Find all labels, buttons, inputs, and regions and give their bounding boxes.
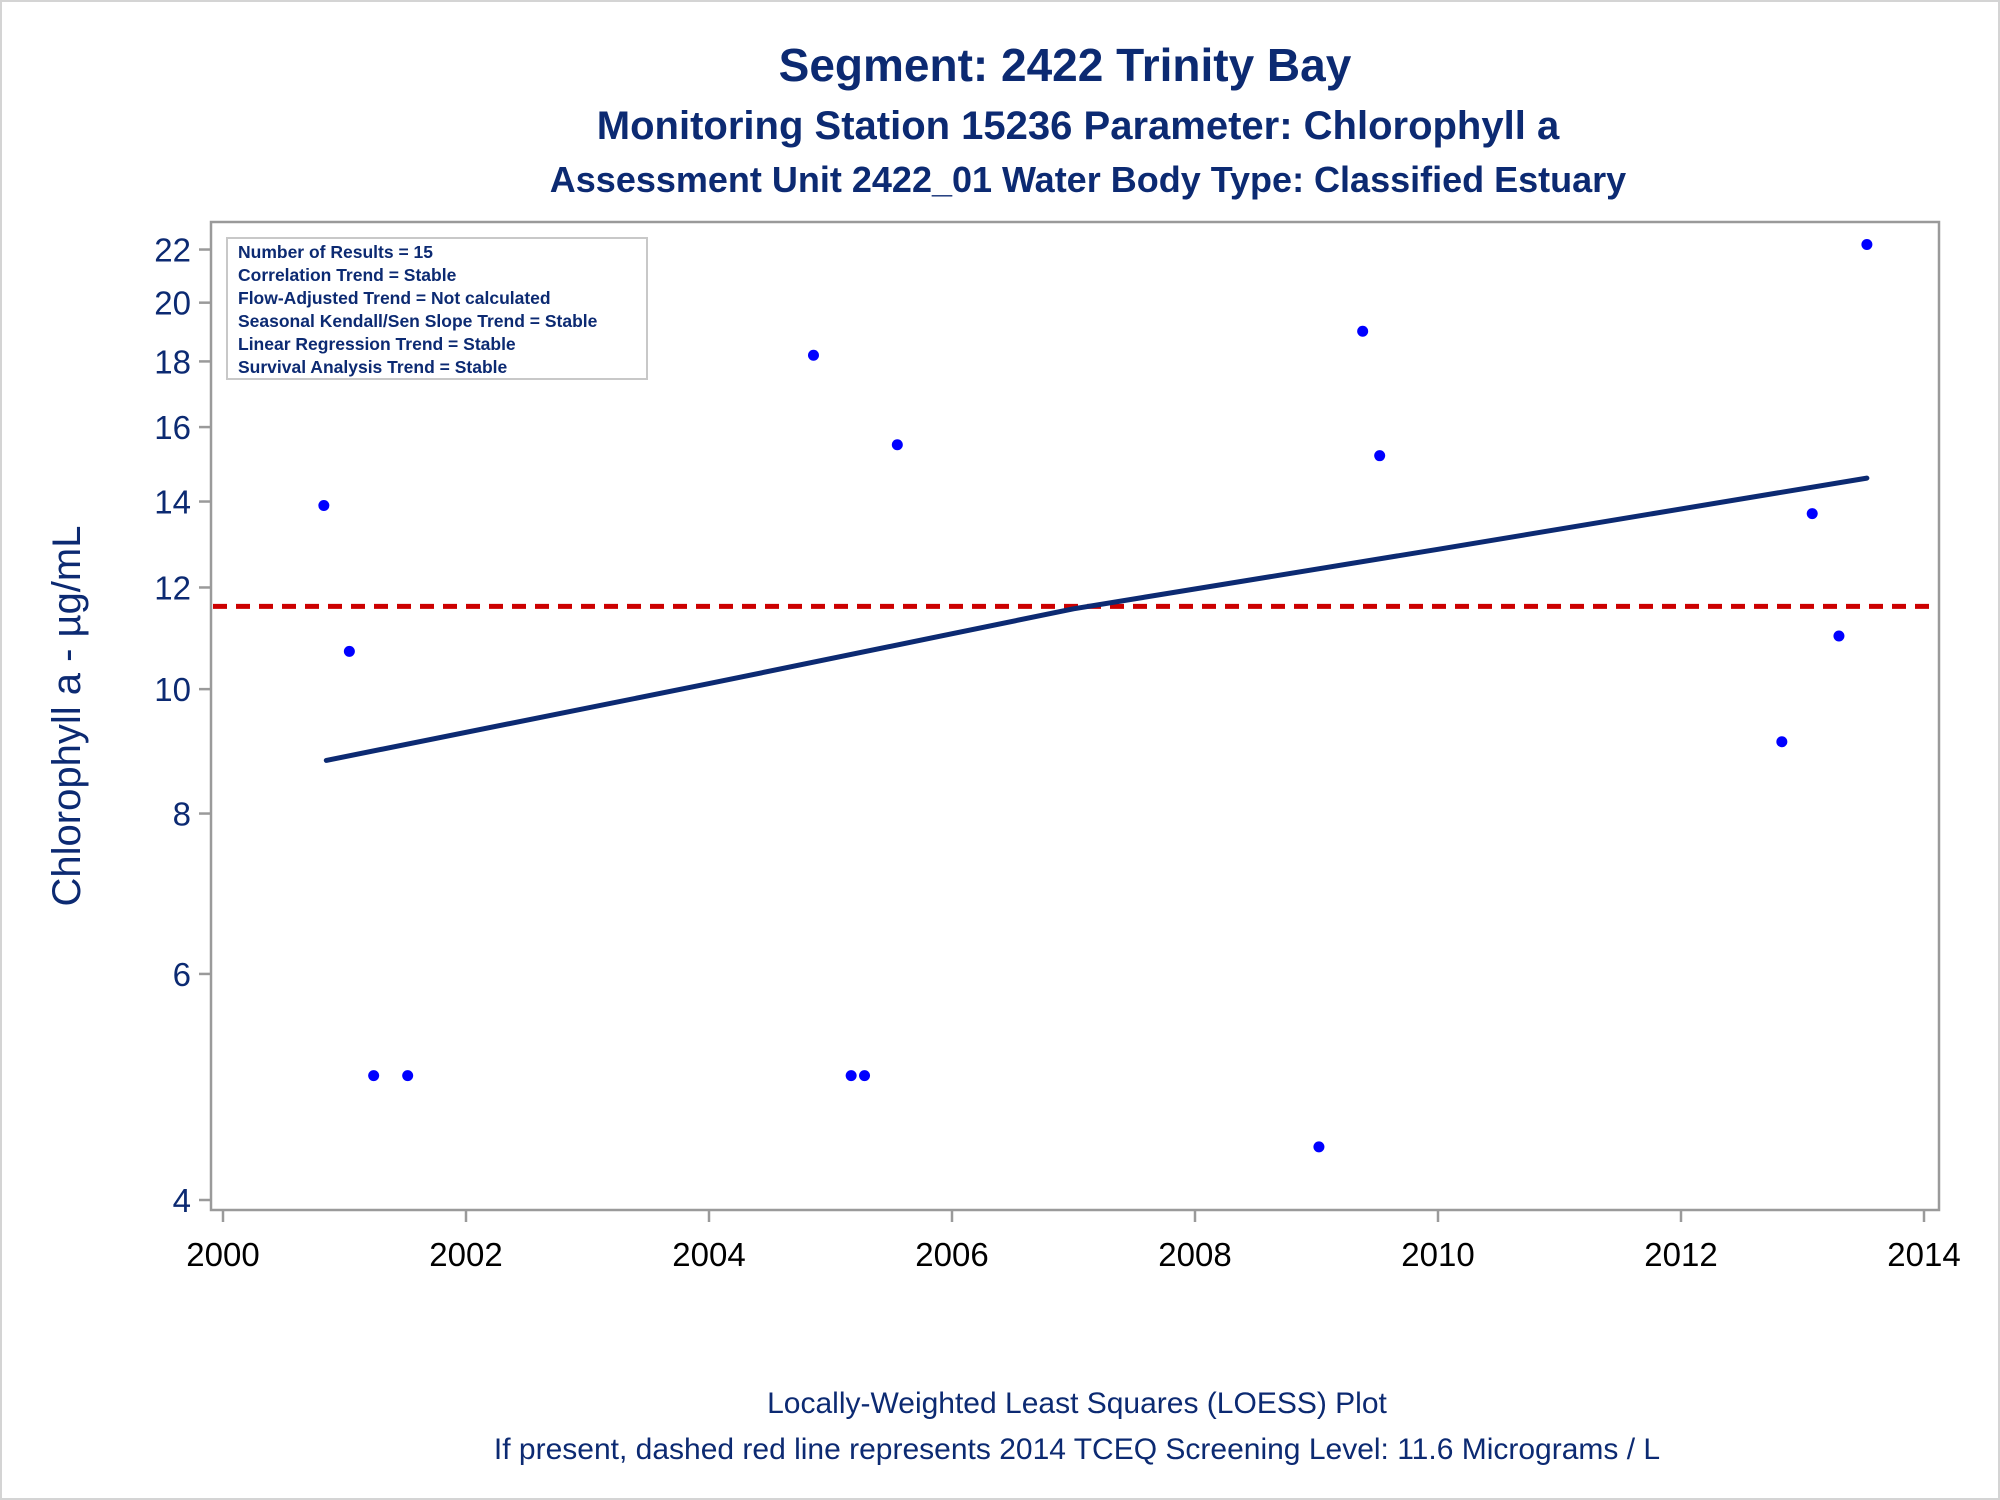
y-tick-label: 18 <box>154 343 191 380</box>
y-tick-label: 20 <box>154 285 191 322</box>
y-tick-label: 14 <box>154 484 191 521</box>
stats-box-border <box>226 237 648 380</box>
y-tick-label: 4 <box>173 1182 191 1219</box>
footnote-1: Locally-Weighted Least Squares (LOESS) P… <box>767 1387 1387 1420</box>
stat-correlation-trend: Correlation Trend = Stable <box>238 265 457 285</box>
stats-box: Number of Results = 15 Correlation Trend… <box>226 237 648 380</box>
data-point <box>368 1070 380 1082</box>
footnote-2: If present, dashed red line represents 2… <box>494 1433 1660 1466</box>
plot-area <box>209 220 1941 1212</box>
chart-subtitle: Monitoring Station 15236 Parameter: Chlo… <box>597 104 1560 148</box>
data-point <box>807 349 819 361</box>
y-tick-label: 10 <box>154 671 191 708</box>
data-point <box>1357 325 1369 337</box>
chart-title: Segment: 2422 Trinity Bay <box>779 39 1352 91</box>
data-point <box>1313 1141 1325 1153</box>
data-point <box>402 1070 414 1082</box>
trend-line <box>323 475 1870 763</box>
data-points <box>318 238 1873 1153</box>
data-point <box>318 500 330 512</box>
x-tick-label: 2004 <box>672 1236 745 1273</box>
data-point <box>859 1070 871 1082</box>
x-tick-label: 2012 <box>1644 1236 1717 1273</box>
y-tick-label: 22 <box>154 232 191 269</box>
stat-flow-adjusted-trend: Flow-Adjusted Trend = Not calculated <box>238 288 551 308</box>
data-point <box>1806 508 1818 520</box>
data-point <box>845 1070 857 1082</box>
x-tick-label: 2002 <box>429 1236 502 1273</box>
trend-line-path <box>323 475 1870 763</box>
y-tick-label: 8 <box>173 796 191 833</box>
x-tick-label: 2008 <box>1158 1236 1231 1273</box>
data-point <box>1776 736 1788 748</box>
x-tick-label: 2006 <box>915 1236 988 1273</box>
stat-survival-analysis-trend: Survival Analysis Trend = Stable <box>238 357 508 377</box>
x-tick-label: 2014 <box>1887 1236 1960 1273</box>
data-point <box>343 645 355 657</box>
chart-subtitle-2: Assessment Unit 2422_01 Water Body Type:… <box>550 159 1626 200</box>
y-axis-label: Chlorophyll a - µg/mL <box>45 526 89 907</box>
x-tick-label: 2010 <box>1401 1236 1474 1273</box>
data-point <box>1861 238 1873 250</box>
data-point <box>1374 450 1386 462</box>
x-tick-label: 2000 <box>186 1236 259 1273</box>
data-point <box>1833 630 1845 642</box>
x-axis: 2000 2002 2004 2006 2008 2010 2012 2014 <box>186 1210 1961 1273</box>
stat-number-of-results: Number of Results = 15 <box>238 242 433 262</box>
y-tick-label: 6 <box>173 956 191 993</box>
y-tick-label: 12 <box>154 569 191 606</box>
stat-seasonal-kendall-trend: Seasonal Kendall/Sen Slope Trend = Stabl… <box>238 311 598 331</box>
data-point <box>891 439 903 451</box>
y-tick-label: 16 <box>154 409 191 446</box>
stat-linear-regression-trend: Linear Regression Trend = Stable <box>238 334 516 354</box>
y-axis: 4 6 8 10 12 14 16 18 20 22 <box>154 232 211 1219</box>
